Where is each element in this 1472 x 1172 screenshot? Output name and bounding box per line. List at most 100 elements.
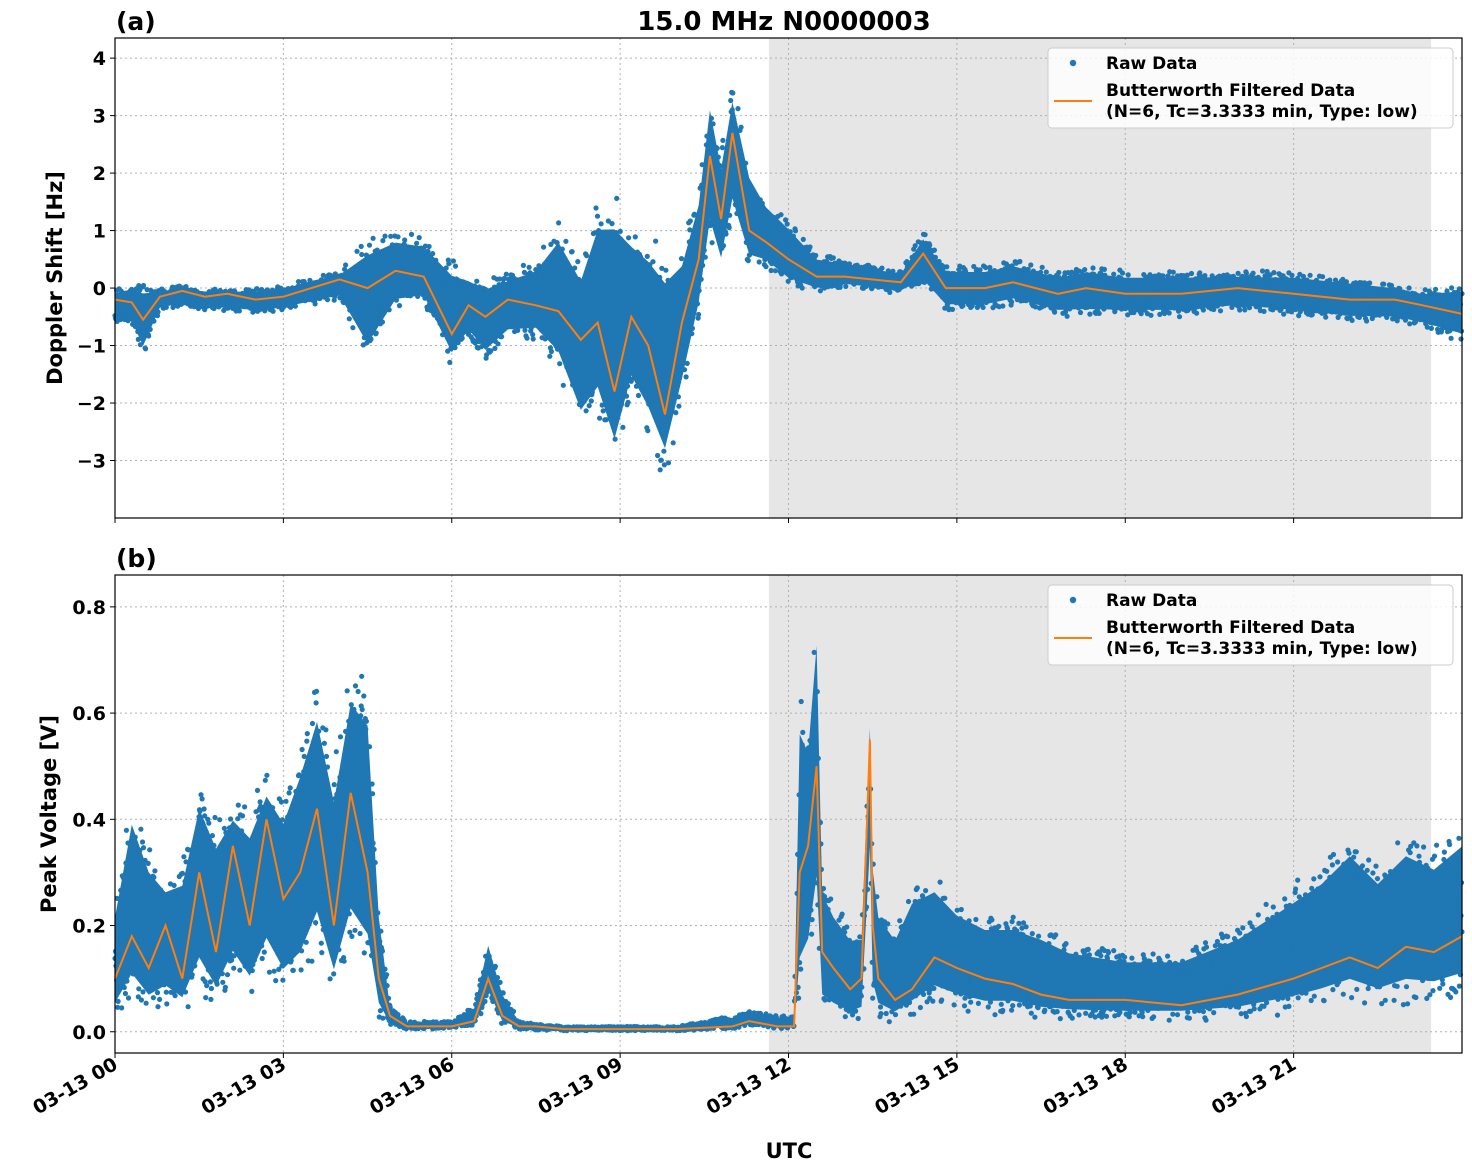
raw-data-point xyxy=(331,782,337,788)
raw-data-point xyxy=(980,304,986,310)
raw-data-point xyxy=(259,955,265,962)
raw-data-point xyxy=(1103,1013,1110,1019)
raw-data-point xyxy=(1184,984,1190,991)
raw-data-point xyxy=(314,841,320,847)
raw-data-point xyxy=(1236,1004,1242,1010)
raw-data-point xyxy=(980,930,986,936)
raw-data-point xyxy=(991,268,998,274)
raw-data-point xyxy=(1257,982,1263,988)
raw-data-point xyxy=(415,293,421,299)
raw-data-point xyxy=(1128,977,1134,983)
raw-data-point xyxy=(1211,1010,1217,1016)
raw-data-point xyxy=(1119,1005,1125,1011)
raw-data-point xyxy=(194,911,200,917)
raw-data-point xyxy=(347,929,353,935)
raw-data-point xyxy=(1147,274,1154,280)
raw-data-point xyxy=(683,374,689,380)
raw-data-point xyxy=(469,1022,475,1028)
raw-data-point xyxy=(590,291,596,297)
raw-data-point xyxy=(944,914,950,921)
raw-data-point xyxy=(342,914,348,920)
raw-data-point xyxy=(135,336,141,342)
raw-data-point xyxy=(626,235,632,241)
raw-data-point xyxy=(597,415,603,421)
raw-data-point xyxy=(1314,281,1320,287)
raw-data-point xyxy=(1339,289,1345,295)
raw-data-point xyxy=(1310,289,1316,295)
raw-data-point xyxy=(587,339,593,345)
raw-data-point xyxy=(1053,932,1059,938)
raw-data-point xyxy=(1281,926,1287,932)
raw-data-point xyxy=(1295,296,1301,302)
raw-data-point xyxy=(262,815,268,821)
raw-data-point xyxy=(385,263,391,269)
raw-data-point xyxy=(980,291,986,297)
raw-data-point xyxy=(1169,975,1175,982)
raw-data-point xyxy=(837,982,843,989)
raw-data-point xyxy=(1170,1011,1176,1017)
raw-data-point xyxy=(611,398,617,404)
raw-data-point xyxy=(221,867,227,874)
raw-data-point xyxy=(1058,990,1064,996)
raw-data-point xyxy=(661,462,668,468)
raw-data-point xyxy=(723,231,729,237)
raw-data-point xyxy=(186,847,192,853)
raw-data-point xyxy=(927,242,933,248)
raw-data-point xyxy=(374,247,380,253)
raw-data-point xyxy=(337,295,343,301)
raw-data-point xyxy=(750,223,757,229)
raw-data-point xyxy=(138,327,144,333)
raw-data-point xyxy=(882,925,888,931)
raw-data-point xyxy=(349,883,355,889)
raw-data-point xyxy=(138,997,144,1003)
raw-data-point xyxy=(230,920,236,926)
raw-data-point xyxy=(800,236,806,242)
raw-data-point xyxy=(963,975,970,981)
raw-data-point xyxy=(244,868,250,874)
raw-data-point xyxy=(329,868,335,874)
raw-data-point xyxy=(328,863,334,870)
raw-data-point xyxy=(1010,1003,1016,1009)
raw-data-point xyxy=(407,293,413,299)
raw-data-point xyxy=(193,945,199,951)
raw-data-point xyxy=(164,1001,170,1007)
raw-data-point xyxy=(613,230,619,236)
raw-data-point xyxy=(832,942,839,949)
raw-data-point xyxy=(857,934,863,940)
raw-data-point xyxy=(278,799,284,805)
raw-data-point xyxy=(811,649,817,656)
raw-data-point xyxy=(213,289,219,295)
raw-data-point xyxy=(1360,311,1367,318)
raw-data-point xyxy=(486,953,492,959)
raw-data-point xyxy=(366,292,372,298)
raw-data-point xyxy=(113,963,119,969)
raw-data-point xyxy=(1302,922,1308,928)
raw-data-point xyxy=(1124,1001,1130,1007)
raw-data-point xyxy=(837,284,843,290)
raw-data-point xyxy=(153,894,159,900)
raw-data-point xyxy=(617,407,623,413)
raw-data-point xyxy=(182,878,188,885)
raw-data-point xyxy=(248,300,254,306)
raw-data-point xyxy=(1016,1002,1023,1008)
raw-data-point xyxy=(1293,306,1299,313)
raw-data-point xyxy=(251,291,257,297)
raw-data-point xyxy=(835,998,842,1004)
raw-data-point xyxy=(584,342,590,348)
raw-data-point xyxy=(351,901,357,907)
raw-data-point xyxy=(202,979,208,985)
legend-a: Raw Data Butterworth Filtered Data (N=6,… xyxy=(1047,47,1454,129)
raw-data-point xyxy=(814,880,820,886)
raw-data-point xyxy=(570,350,576,356)
raw-data-point xyxy=(688,297,694,303)
raw-data-point xyxy=(206,820,212,826)
raw-data-point xyxy=(300,931,306,937)
raw-data-point xyxy=(1121,965,1127,971)
raw-data-point xyxy=(1183,287,1189,293)
raw-data-point xyxy=(932,918,939,924)
raw-data-point xyxy=(1215,981,1221,988)
raw-data-point xyxy=(544,277,550,283)
raw-data-point xyxy=(1119,270,1126,276)
raw-data-point xyxy=(353,860,360,866)
raw-data-point xyxy=(126,851,132,858)
